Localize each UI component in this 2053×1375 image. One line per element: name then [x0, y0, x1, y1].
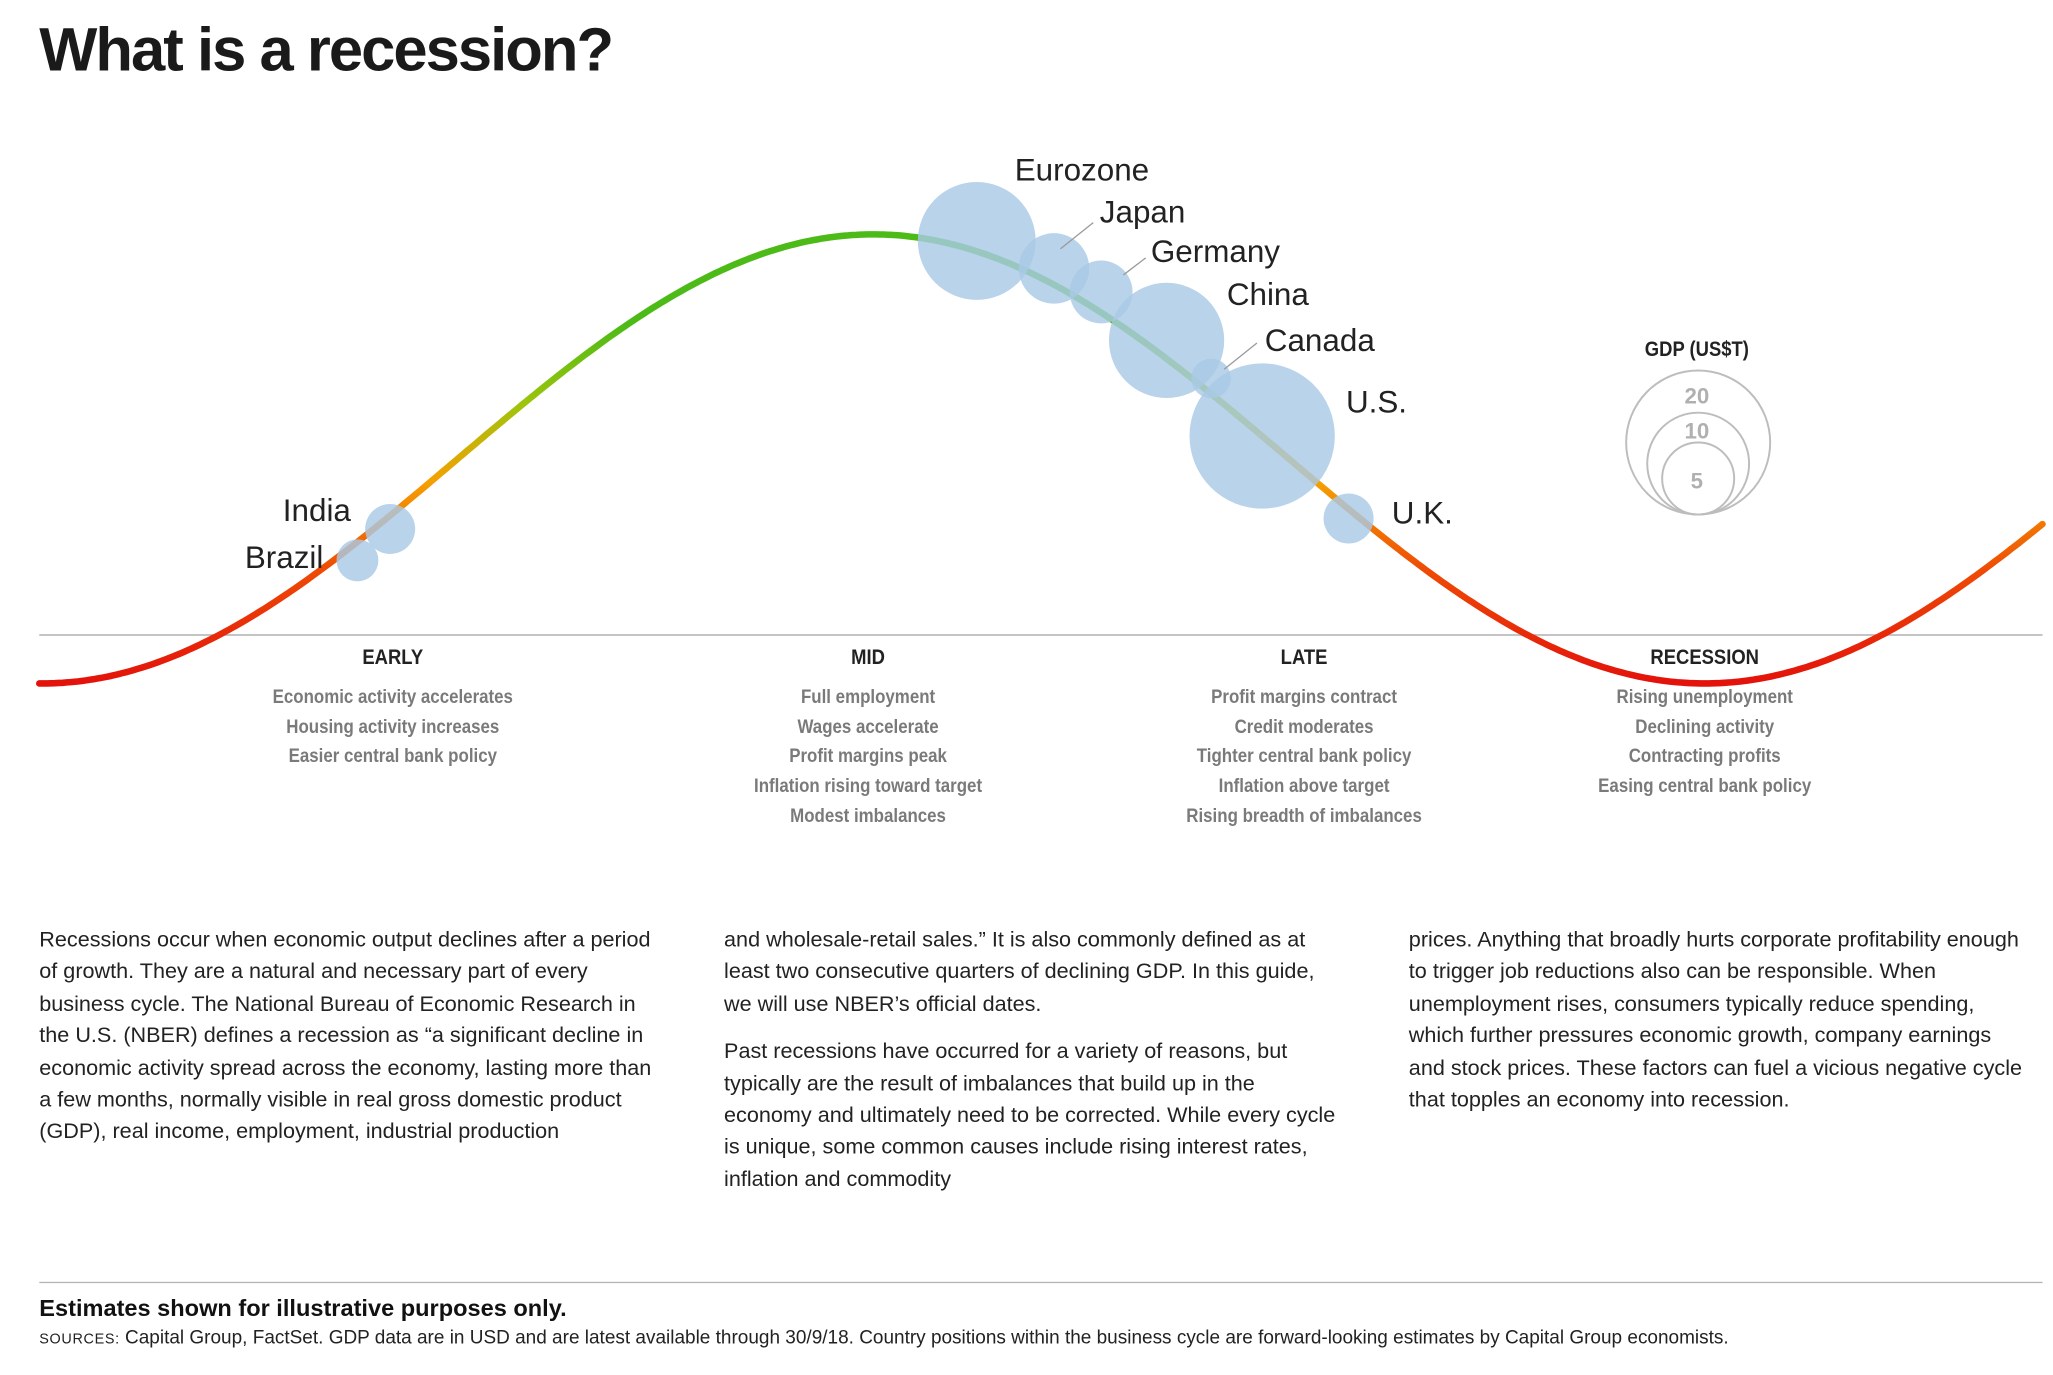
legend-title: GDP (US$T)	[1645, 338, 1749, 361]
legend-size-label: 5	[1691, 468, 1703, 493]
phase-item: Inflation above target	[1218, 775, 1390, 798]
leader-line	[1223, 342, 1258, 370]
phase-item: Economic activity accelerates	[272, 686, 513, 709]
country-bubble	[1323, 493, 1374, 544]
phase-item: Easing central bank policy	[1598, 775, 1812, 798]
phase-title: EARLY	[362, 646, 424, 670]
legend-size-label: 20	[1684, 383, 1709, 408]
phase-item: Housing activity increases	[286, 715, 500, 739]
sources-line: SOURCES: Capital Group, FactSet. GDP dat…	[39, 1328, 1728, 1349]
phase-item: Tighter central bank policy	[1196, 745, 1412, 768]
phase-title: MID	[851, 646, 885, 670]
phase-item: Profit margins peak	[789, 745, 947, 768]
phase-title: LATE	[1280, 646, 1328, 670]
phase-item: Rising unemployment	[1616, 686, 1793, 709]
phase-item: Rising breadth of imbalances	[1186, 804, 1422, 828]
phase-item: Contracting profits	[1628, 745, 1781, 768]
country-bubble	[1069, 260, 1133, 324]
country-bubble	[1189, 363, 1335, 509]
body-paragraph: and wholesale-retail sales.” It is also …	[724, 928, 1315, 1016]
country-bubble	[336, 539, 379, 582]
body-column-2: and wholesale-retail sales.” It is also …	[724, 924, 1339, 1211]
phase-item: Profit margins contract	[1211, 686, 1397, 709]
body-column-3: prices. Anything that broadly hurts corp…	[1409, 924, 2024, 1131]
phase-item: Wages accelerate	[797, 715, 939, 739]
phase-early: EARLY Economic activity accelerates Housin…	[183, 647, 602, 773]
phase-item: Full employment	[800, 686, 936, 709]
legend-circle	[1661, 441, 1736, 516]
country-label: Eurozone	[1015, 153, 1149, 188]
phase-title: RECESSION	[1650, 646, 1760, 670]
country-label: Germany	[1151, 234, 1280, 269]
body-paragraph: Past recessions have occurred for a vari…	[724, 1039, 1336, 1192]
country-label: U.S.	[1346, 384, 1407, 419]
phase-late: LATE Profit margins contract Credit modera…	[1095, 647, 1514, 832]
phase-item: Declining activity	[1635, 715, 1775, 739]
footer-divider	[39, 1281, 2043, 1284]
country-label: China	[1227, 277, 1310, 312]
country-label: Canada	[1265, 323, 1376, 358]
legend-size-label: 10	[1684, 419, 1709, 444]
phase-mid: MID Full employment Wages accelerate Profit…	[659, 647, 1078, 832]
country-label: U.K.	[1392, 496, 1453, 531]
phase-item: Inflation rising toward target	[754, 775, 983, 798]
country-bubble	[917, 181, 1036, 300]
body-paragraph: Recessions occur when economic output de…	[39, 928, 652, 1144]
country-label: Brazil	[245, 540, 324, 575]
phase-recession: RECESSION Rising unemployment Declining ac…	[1495, 647, 1914, 803]
page-title: What is a recession?	[39, 14, 614, 84]
phase-item: Modest imbalances	[790, 804, 946, 828]
leader-line	[1060, 222, 1094, 250]
disclaimer-note: Estimates shown for illustrative purpose…	[39, 1294, 567, 1322]
body-paragraph: prices. Anything that broadly hurts corp…	[1408, 928, 2023, 1112]
body-column-1: Recessions occur when economic output de…	[39, 924, 654, 1163]
business-cycle-curve	[36, 231, 2046, 687]
phase-item: Easier central bank policy	[288, 745, 497, 768]
country-bubble	[365, 503, 416, 554]
business-cycle-diagram: Eurozone Japan Germany China Canada U.S. U.K. I…	[36, 153, 2046, 687]
country-label: India	[283, 493, 352, 528]
leader-line	[1122, 257, 1147, 276]
phase-item: Credit moderates	[1234, 715, 1374, 739]
country-label: Japan	[1100, 195, 1186, 230]
sources-text: Capital Group, FactSet. GDP data are in …	[125, 1327, 1729, 1349]
sources-label: SOURCES:	[39, 1331, 120, 1348]
